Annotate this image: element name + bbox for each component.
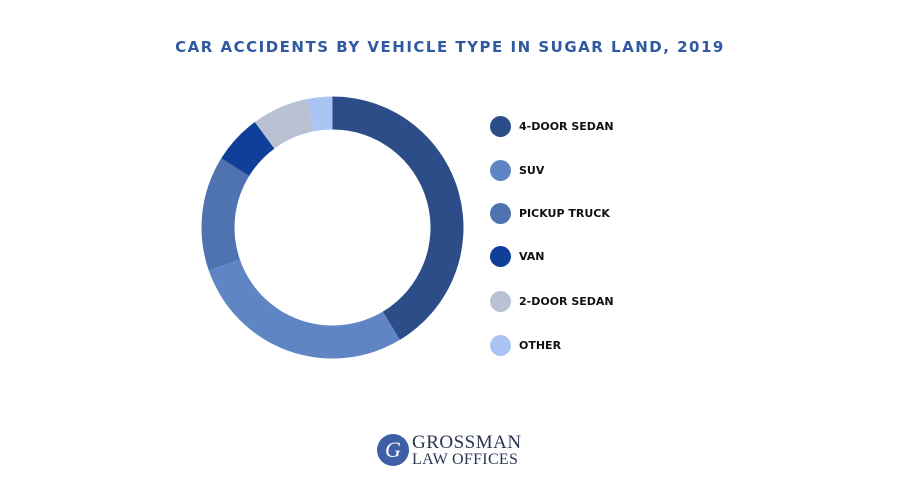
chart-title: CAR ACCIDENTS BY VEHICLE TYPE IN SUGAR L…	[175, 38, 725, 56]
legend-swatch-2-door-sedan	[490, 290, 511, 312]
legend-swatch-pickup-truck	[490, 202, 511, 224]
donut-slice-suv	[208, 259, 400, 359]
legend-item-2-door-sedan: 2-DOOR SEDAN	[490, 290, 614, 312]
legend-item-4-door-sedan: 4-DOOR SEDAN	[490, 115, 614, 137]
donut-slices	[201, 96, 464, 359]
donut-slice-other	[307, 96, 333, 132]
legend-label-4-door-sedan: 4-DOOR SEDAN	[519, 119, 614, 133]
legend-item-suv: SUV	[490, 159, 544, 181]
legend-item-van: VAN	[490, 245, 545, 267]
legend-swatch-suv	[490, 159, 511, 181]
legend-swatch-4-door-sedan	[490, 115, 511, 137]
logo-letter: G	[385, 437, 401, 462]
donut-slice-pickup-truck	[201, 158, 250, 271]
donut-chart	[201, 96, 464, 359]
legend-item-other: OTHER	[490, 334, 561, 356]
legend-label-2-door-sedan: 2-DOOR SEDAN	[519, 294, 614, 308]
legend-label-van: VAN	[519, 249, 545, 263]
grossman-law-offices-logo: G GROSSMAN LAW OFFICES	[376, 430, 522, 470]
legend-swatch-other	[490, 334, 511, 356]
legend-swatch-van	[490, 245, 511, 267]
donut-slice-4-door-sedan	[332, 96, 464, 340]
brand-text: GROSSMAN LAW OFFICES	[412, 433, 522, 468]
logo-monogram-icon: G	[377, 434, 409, 466]
legend-label-suv: SUV	[519, 163, 545, 177]
legend-label-pickup-truck: PICKUP TRUCK	[519, 206, 610, 220]
legend-label-other: OTHER	[519, 338, 562, 352]
donut-slice-2-door-sedan	[254, 98, 314, 149]
legend-item-pickup-truck: PICKUP TRUCK	[490, 202, 610, 224]
brand-name: GROSSMAN	[412, 431, 522, 453]
brand-subtitle: LAW OFFICES	[412, 450, 519, 468]
donut-slice-van	[221, 122, 275, 176]
